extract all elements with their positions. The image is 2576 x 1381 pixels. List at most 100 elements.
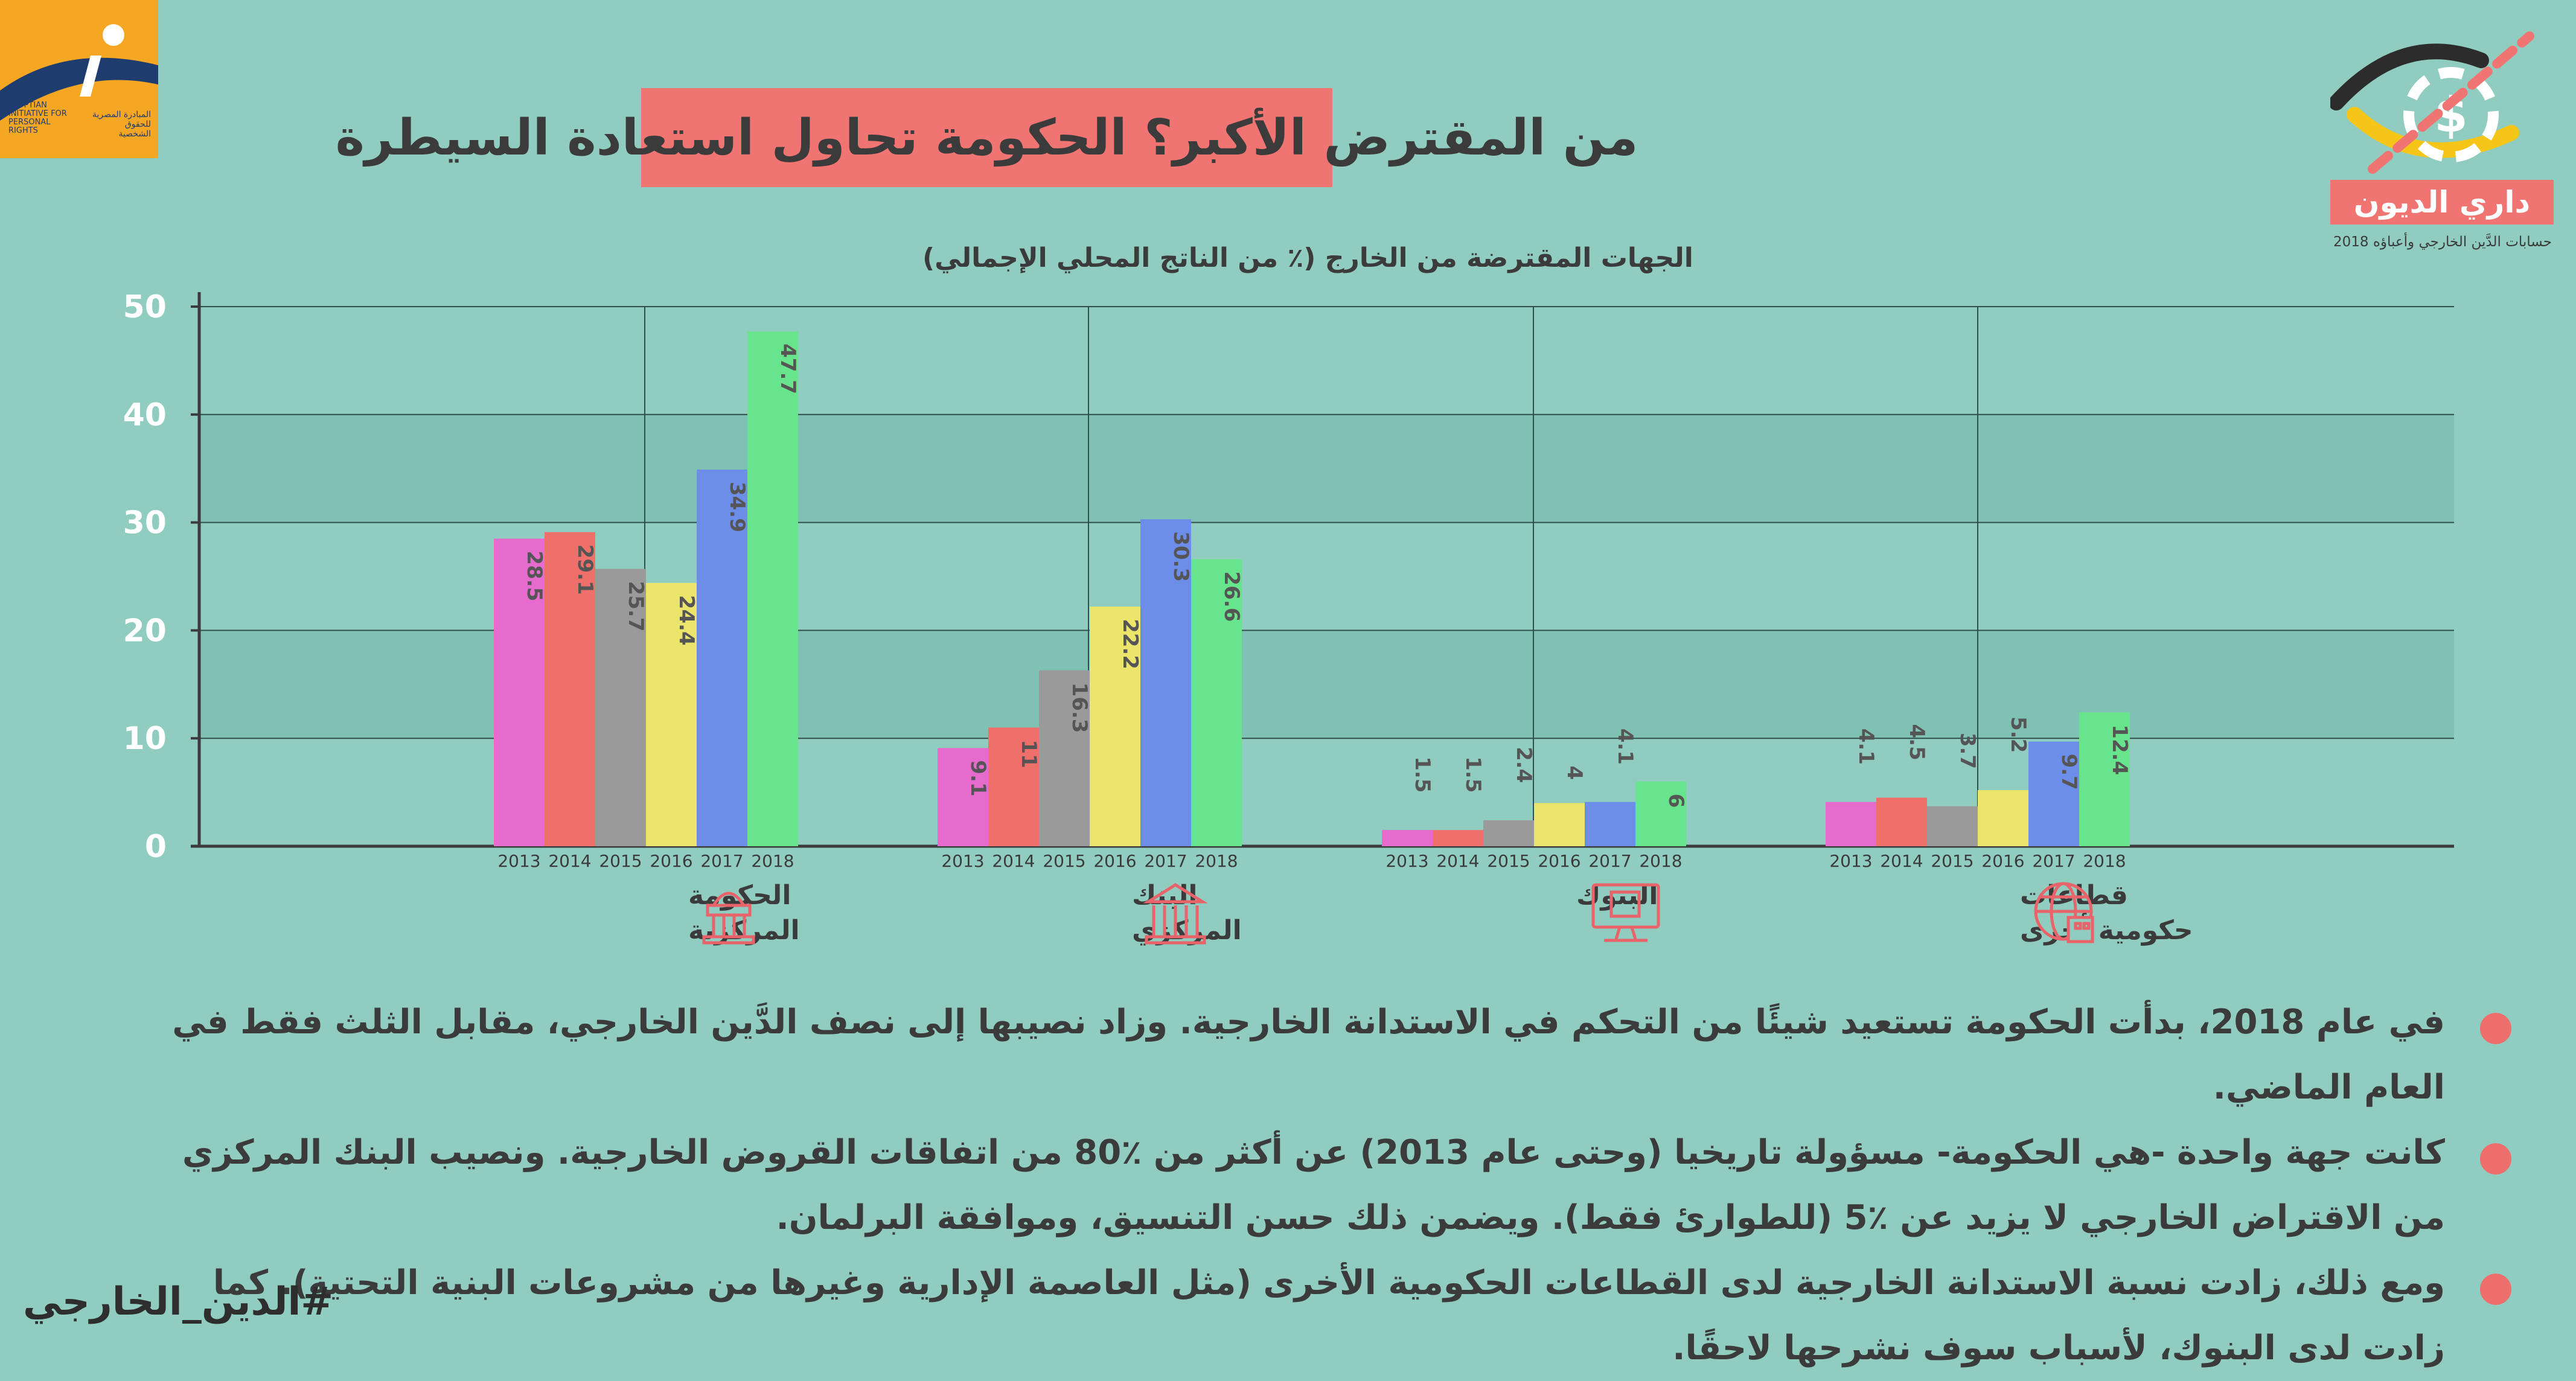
eipr-logo-english: EGYPTIAN INITIATIVE FOR PERSONAL RIGHTS — [8, 101, 67, 135]
bar-value-label: 2.4 — [1512, 747, 1536, 783]
x-tick-label: 2015 — [1487, 851, 1530, 871]
icon-shape — [1143, 883, 1208, 904]
plot-band — [199, 414, 2454, 523]
bar — [1635, 781, 1686, 846]
bank-computer-icon — [1591, 883, 1660, 942]
bar — [545, 532, 595, 846]
bar-value-label: 34.9 — [725, 482, 749, 532]
notes-list: في عام 2018، بدأت الحكومة تستعيد شيئًا م… — [121, 990, 2511, 1381]
bar-value-label: 9.7 — [2057, 754, 2081, 790]
note-item: ومع ذلك، زادت نسبة الاستدانة الخارجية لد… — [121, 1251, 2511, 1381]
bar-value-label: 9.1 — [966, 760, 990, 796]
debt-logo-tagline: حسابات الدَّين الخارجي وأعباؤه 2018 — [2333, 234, 2552, 250]
eipr-logo-arabic: المبادرة المصرية للحقوق الشخصية — [92, 110, 151, 139]
eipr-logo-mark — [0, 24, 158, 121]
x-tick-label: 2017 — [1144, 851, 1187, 871]
note-text: كانت جهة واحدة -هي الحكومة- مسؤولة تاريخ… — [182, 1133, 2445, 1237]
central-bank-icon — [1143, 883, 1208, 945]
bar-value-label: 30.3 — [1169, 531, 1193, 582]
x-tick-label: 2015 — [1931, 851, 1974, 871]
hashtag: #الدين_الخارجي — [23, 1280, 334, 1324]
x-tick-label: 2016 — [1538, 851, 1580, 871]
icon-shape — [2074, 922, 2082, 930]
bar-value-label: 24.4 — [674, 595, 698, 646]
bar — [494, 538, 545, 846]
note-item: في عام 2018، بدأت الحكومة تستعيد شيئًا م… — [121, 990, 2511, 1120]
x-tick-label: 2016 — [1981, 851, 2024, 871]
group-label: حكومية أخرى — [2020, 913, 2193, 946]
x-tick-label: 2013 — [1829, 851, 1872, 871]
x-tick-label: 2014 — [548, 851, 591, 871]
bar — [2079, 712, 2130, 846]
y-tick-label: 30 — [123, 505, 167, 541]
bar — [646, 582, 697, 846]
bar-value-label: 4.1 — [1854, 729, 1878, 765]
bar-value-label: 12.4 — [2108, 724, 2132, 775]
globe-buildings-icon — [2034, 882, 2094, 943]
bullet-dot — [2480, 1274, 2511, 1305]
bar — [988, 727, 1039, 846]
bar-value-label: 4 — [1562, 765, 1587, 780]
x-tick-label: 2016 — [650, 851, 692, 871]
y-tick-label: 50 — [123, 289, 167, 325]
bar — [1585, 802, 1635, 846]
debt-logo-label: داري الديون — [2330, 180, 2554, 225]
eipr-logo: EGYPTIAN INITIATIVE FOR PERSONAL RIGHTS … — [0, 0, 158, 158]
x-tick-label: 2017 — [1588, 851, 1631, 871]
icon-shape — [1630, 927, 1637, 940]
icon-shape — [702, 935, 755, 945]
bullet-dot — [2480, 1013, 2511, 1044]
note-text: ومع ذلك، زادت نسبة الاستدانة الخارجية لد… — [213, 1263, 2445, 1368]
eye-dollar-icon: $ — [2328, 31, 2534, 174]
bar-value-label: 26.6 — [1219, 571, 1244, 622]
bar-chart: 0 10 20 30 40 50 28.5 29.1 25.7 24.4 34.9 47.7 9.1 1… — [123, 243, 2454, 946]
bar — [1433, 830, 1483, 846]
bar — [938, 748, 988, 846]
bar — [1090, 607, 1140, 846]
x-tick-label: 2013 — [1385, 851, 1428, 871]
x-tick-label: 2014 — [1880, 851, 1923, 871]
icon-shape — [706, 904, 752, 917]
note-item: كانت جهة واحدة -هي الحكومة- مسؤولة تاريخ… — [121, 1120, 2511, 1251]
bar-value-label: 5.2 — [2006, 716, 2030, 753]
bar — [595, 569, 646, 846]
bar — [1483, 820, 1534, 846]
bar — [1826, 802, 1876, 846]
bar-value-label: 25.7 — [624, 581, 648, 631]
bar — [1382, 830, 1433, 846]
x-tick-label: 2015 — [599, 851, 642, 871]
x-tick-label: 2013 — [497, 851, 540, 871]
bar — [697, 469, 747, 846]
icon-shape — [1614, 927, 1622, 940]
bar-value-label: 3.7 — [1955, 733, 1980, 769]
x-tick-label: 2013 — [941, 851, 984, 871]
debt-project-logo: $ داري الديون حسابات الدَّين الخارجي وأع… — [2328, 24, 2560, 266]
bar-value-label: 47.7 — [776, 343, 800, 394]
icon-shape — [1609, 890, 1641, 918]
title-banner: من المقترض الأكبر؟ الحكومة تحاول استعادة… — [336, 88, 1638, 187]
bar-value-label: 29.1 — [573, 544, 597, 595]
icon-shape — [2082, 922, 2091, 930]
bar — [747, 331, 798, 846]
government-building-icon — [702, 891, 755, 945]
bullet-dot — [2480, 1143, 2511, 1175]
bar — [1978, 790, 2028, 846]
bar — [1039, 670, 1090, 846]
bar-value-label: 6 — [1664, 794, 1688, 808]
icon-shape — [1145, 935, 1206, 945]
y-tick-label: 20 — [123, 613, 167, 649]
y-tick-label: 40 — [123, 397, 167, 433]
x-tick-label: 2017 — [2032, 851, 2075, 871]
bar — [1876, 797, 1927, 846]
bar — [2028, 741, 2079, 846]
x-tick-label: 2016 — [1093, 851, 1136, 871]
bar-value-label: 1.5 — [1461, 756, 1485, 793]
bar — [1927, 806, 1978, 846]
x-tick-label: 2014 — [1436, 851, 1479, 871]
x-axis-labels: 2013 2014 2015 2016 2017 2018 2013 2014 2015 2016… — [497, 851, 2126, 871]
x-tick-label: 2014 — [992, 851, 1035, 871]
bar-value-label: 22.2 — [1118, 619, 1142, 669]
page-title: من المقترض الأكبر؟ الحكومة تحاول استعادة… — [335, 109, 1638, 167]
chart-title: الجهات المقترضة من الخارج (٪ من الناتج ا… — [922, 243, 1693, 273]
